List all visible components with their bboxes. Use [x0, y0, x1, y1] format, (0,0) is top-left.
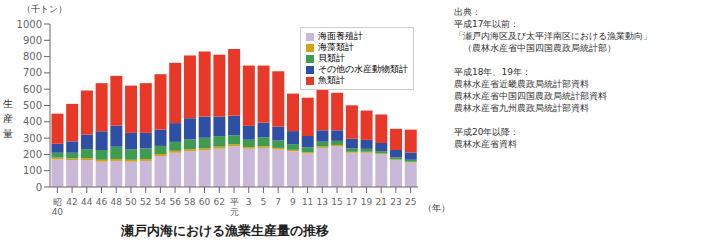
html-text:瀬戸内海における漁業生産量の推移: 瀬戸内海における漁業生産量の推移: [121, 223, 329, 238]
svg-text:60: 60: [199, 197, 211, 207]
svg-text:900: 900: [23, 35, 42, 46]
svg-text:54: 54: [155, 197, 167, 207]
svg-text:7: 7: [275, 197, 281, 207]
svg-text:600: 600: [23, 84, 42, 95]
svg-text:21: 21: [375, 197, 386, 207]
svg-text:42: 42: [66, 197, 77, 207]
svg-text:25: 25: [405, 197, 416, 207]
svg-text:9: 9: [290, 197, 296, 207]
svg-text:46: 46: [96, 197, 108, 207]
html-text:貝類計: 貝類計: [318, 53, 345, 63]
svg-text:800: 800: [23, 51, 42, 62]
svg-text:0: 0: [36, 182, 42, 193]
svg-text:400: 400: [23, 116, 42, 127]
svg-text:62: 62: [214, 197, 225, 207]
svg-text:17: 17: [346, 197, 357, 207]
html-text:魚類計: 魚類計: [318, 75, 345, 85]
html-text:（年）: （年）: [423, 203, 450, 213]
svg-text:23: 23: [390, 197, 401, 207]
svg-text:700: 700: [23, 67, 42, 78]
svg-text:昭40: 昭40: [52, 197, 64, 217]
svg-text:13: 13: [317, 197, 328, 207]
svg-text:1000: 1000: [17, 19, 42, 30]
svg-text:3: 3: [246, 197, 252, 207]
svg-text:48: 48: [111, 197, 123, 207]
svg-text:300: 300: [23, 133, 42, 144]
svg-text:15: 15: [331, 197, 342, 207]
html-text:生 産 量: 生 産 量: [3, 98, 13, 139]
html-text:その他の水産動物類計: その他の水産動物類計: [318, 64, 408, 74]
svg-text:58: 58: [184, 197, 196, 207]
svg-text:5: 5: [261, 197, 267, 207]
svg-text:100: 100: [23, 165, 42, 176]
svg-text:11: 11: [302, 197, 313, 207]
html-text:海藻類計: 海藻類計: [318, 42, 354, 52]
svg-text:500: 500: [23, 100, 42, 111]
svg-text:56: 56: [169, 197, 181, 207]
svg-text:52: 52: [140, 197, 151, 207]
svg-text:200: 200: [23, 149, 42, 160]
html-text:海面養殖計: 海面養殖計: [318, 31, 363, 41]
html-text:出典： 平成17年以前： 「瀬戸内海区及び太平洋南区における: 出典： 平成17年以前： 「瀬戸内海区及び太平洋南区における漁業動向」 （農林水…: [454, 7, 652, 149]
svg-text:平元: 平元: [230, 197, 239, 217]
svg-text:50: 50: [125, 197, 137, 207]
svg-text:44: 44: [81, 197, 93, 207]
svg-text:19: 19: [361, 197, 373, 207]
html-text:（千トン）: （千トン）: [22, 4, 67, 14]
